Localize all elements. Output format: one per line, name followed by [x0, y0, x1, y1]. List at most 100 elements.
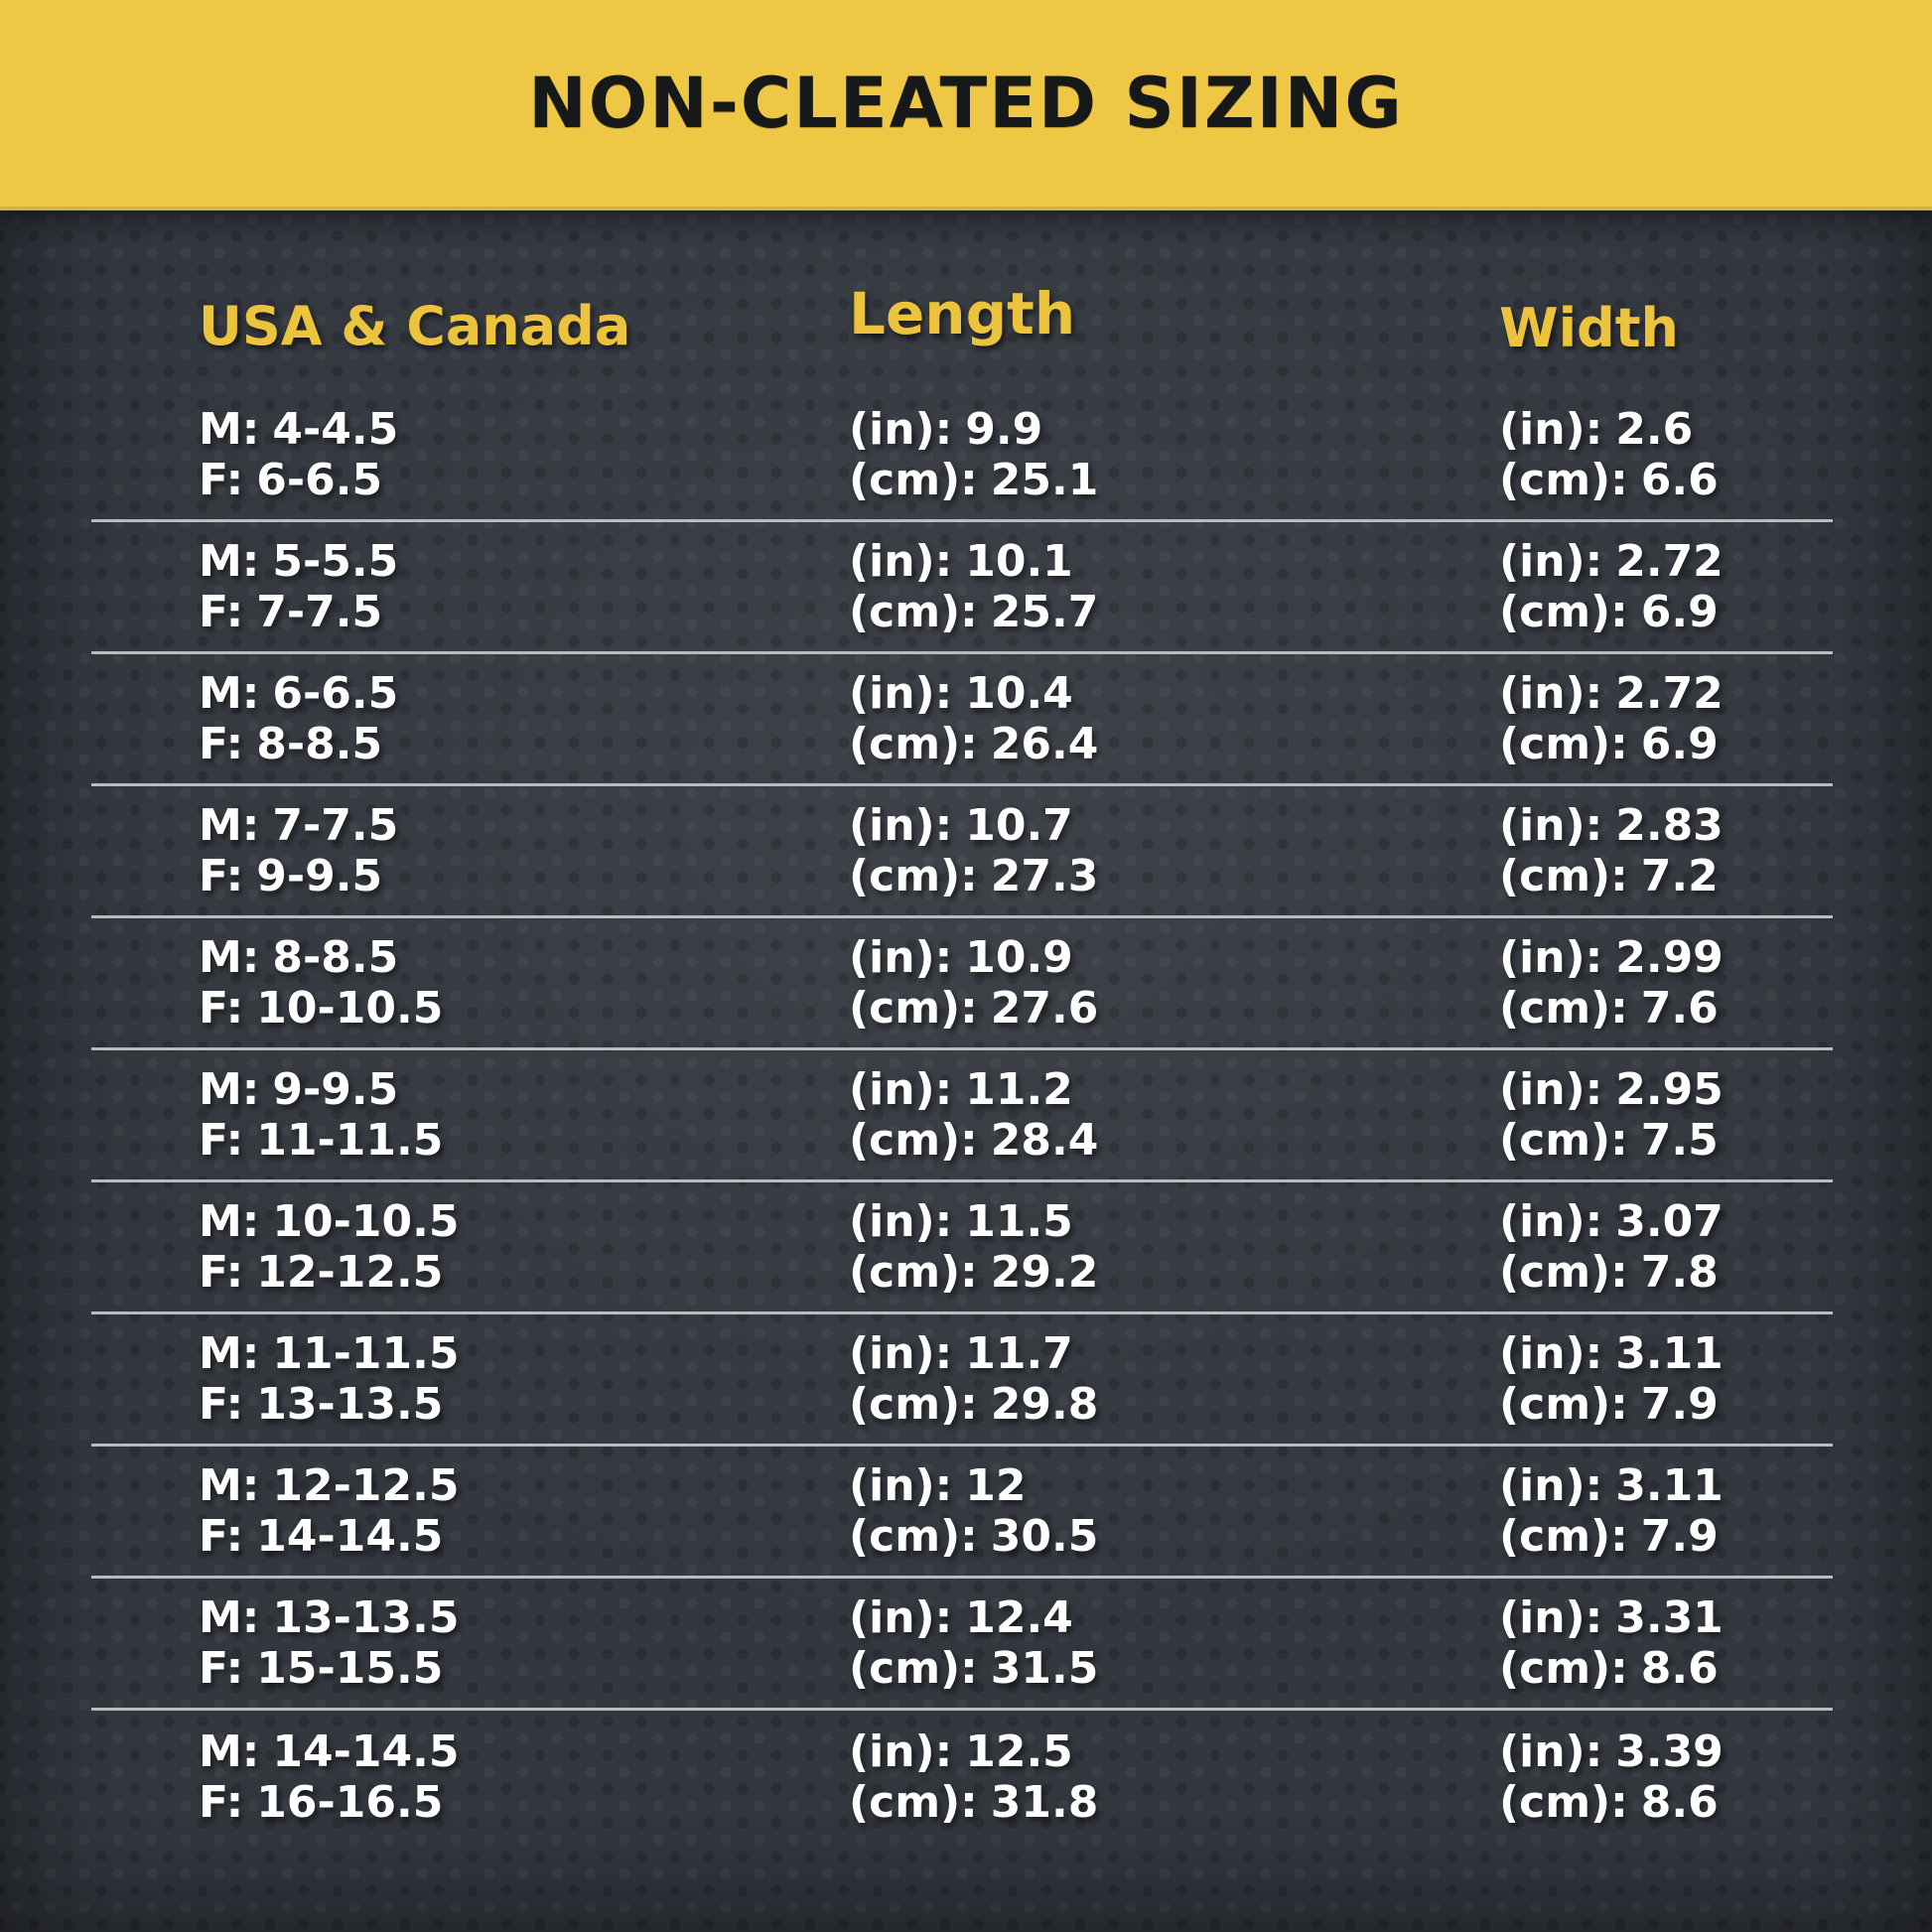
length-cm-value: 29.2 — [990, 1247, 1099, 1298]
width-cm-value: 7.8 — [1640, 1247, 1719, 1298]
length-cm-line: (cm): 31.8 — [849, 1777, 1499, 1828]
inches-label: (in): — [849, 536, 953, 587]
cm-label: (cm): — [1499, 719, 1628, 769]
width-cell: (in): 3.07 (cm): 7.8 — [1499, 1196, 1833, 1298]
width-cm-line: (cm): 7.8 — [1499, 1247, 1833, 1298]
men-size-label: M: — [199, 1328, 260, 1379]
width-inches-value: 3.31 — [1615, 1592, 1724, 1643]
width-inches-value: 2.83 — [1615, 800, 1724, 851]
length-cm-line: (cm): 29.2 — [849, 1247, 1499, 1298]
women-size-line: F: 11-11.5 — [199, 1115, 849, 1166]
women-size-value: 6-6.5 — [256, 455, 383, 505]
women-size-label: F: — [199, 1776, 244, 1828]
inches-label: (in): — [849, 404, 953, 455]
width-inches-line: (in): 2.72 — [1499, 668, 1833, 719]
table-header-row: USA & Canada Length Width — [91, 282, 1833, 360]
width-inches-value: 3.11 — [1615, 1460, 1724, 1511]
inches-label: (in): — [849, 1064, 953, 1115]
length-inches-value: 10.7 — [965, 800, 1073, 851]
men-size-line: M: 7-7.5 — [199, 800, 849, 851]
women-size-line: F: 15-15.5 — [199, 1643, 849, 1694]
table-row: M: 9-9.5 F: 11-11.5 (in): 11.2 (cm): 28.4 (i… — [91, 1050, 1833, 1182]
length-cm-value: 31.5 — [990, 1643, 1099, 1694]
women-size-value: 15-15.5 — [256, 1643, 444, 1694]
title-banner: NON-CLEATED SIZING — [0, 0, 1932, 210]
women-size-value: 9-9.5 — [256, 851, 383, 901]
width-cell: (in): 2.99 (cm): 7.6 — [1499, 932, 1833, 1034]
table-body: M: 4-4.5 F: 6-6.5 (in): 9.9 (cm): 25.1 (in):… — [91, 390, 1833, 1843]
cm-label: (cm): — [1499, 587, 1628, 637]
width-cell: (in): 2.95 (cm): 7.5 — [1499, 1064, 1833, 1166]
men-size-value: 5-5.5 — [272, 536, 399, 587]
women-size-line: F: 9-9.5 — [199, 851, 849, 901]
length-cm-line: (cm): 26.4 — [849, 719, 1499, 769]
length-cm-value: 25.1 — [990, 455, 1099, 505]
length-inches-line: (in): 9.9 — [849, 404, 1499, 455]
cm-label: (cm): — [849, 1511, 978, 1562]
length-inches-line: (in): 12 — [849, 1460, 1499, 1511]
men-size-value: 13-13.5 — [272, 1592, 460, 1643]
table-row: M: 5-5.5 F: 7-7.5 (in): 10.1 (cm): 25.7 (in)… — [91, 522, 1833, 654]
men-size-line: M: 9-9.5 — [199, 1064, 849, 1115]
women-size-label: F: — [199, 719, 244, 769]
length-cm-line: (cm): 28.4 — [849, 1115, 1499, 1166]
length-cell: (in): 9.9 (cm): 25.1 — [849, 404, 1499, 505]
length-cm-value: 25.7 — [990, 587, 1099, 637]
men-size-label: M: — [199, 536, 260, 587]
length-cm-line: (cm): 27.3 — [849, 851, 1499, 901]
cm-label: (cm): — [1499, 1776, 1628, 1828]
width-inches-line: (in): 3.31 — [1499, 1592, 1833, 1643]
men-size-value: 4-4.5 — [272, 404, 399, 455]
length-inches-line: (in): 12.4 — [849, 1592, 1499, 1643]
men-size-line: M: 11-11.5 — [199, 1328, 849, 1379]
length-inches-value: 11.7 — [965, 1328, 1073, 1379]
cm-label: (cm): — [849, 1379, 978, 1430]
width-cm-line: (cm): 6.9 — [1499, 719, 1833, 769]
length-inches-line: (in): 11.5 — [849, 1196, 1499, 1247]
inches-label: (in): — [849, 800, 953, 851]
width-cell: (in): 2.6 (cm): 6.6 — [1499, 404, 1833, 505]
length-cm-value: 30.5 — [990, 1511, 1099, 1562]
width-cm-line: (cm): 8.6 — [1499, 1777, 1833, 1828]
width-inches-value: 2.99 — [1615, 932, 1724, 983]
width-cell: (in): 3.31 (cm): 8.6 — [1499, 1592, 1833, 1694]
men-size-value: 14-14.5 — [272, 1725, 460, 1777]
inches-label: (in): — [849, 1196, 953, 1247]
width-cm-line: (cm): 7.9 — [1499, 1511, 1833, 1562]
width-cm-line: (cm): 8.6 — [1499, 1643, 1833, 1694]
women-size-value: 11-11.5 — [256, 1115, 444, 1166]
usa-canada-cell: M: 12-12.5 F: 14-14.5 — [199, 1460, 849, 1562]
men-size-label: M: — [199, 1725, 260, 1777]
inches-label: (in): — [1499, 404, 1603, 455]
length-inches-value: 12.5 — [965, 1725, 1073, 1777]
women-size-line: F: 16-16.5 — [199, 1777, 849, 1828]
men-size-value: 6-6.5 — [272, 668, 399, 719]
men-size-label: M: — [199, 1592, 260, 1643]
inches-label: (in): — [1499, 1196, 1603, 1247]
width-inches-value: 2.72 — [1615, 536, 1724, 587]
cm-label: (cm): — [1499, 1643, 1628, 1694]
women-size-value: 14-14.5 — [256, 1511, 444, 1562]
length-inches-value: 11.2 — [965, 1064, 1073, 1115]
table-row: M: 7-7.5 F: 9-9.5 (in): 10.7 (cm): 27.3 (in)… — [91, 786, 1833, 918]
width-inches-value: 2.95 — [1615, 1064, 1724, 1115]
width-inches-line: (in): 3.11 — [1499, 1460, 1833, 1511]
width-cm-value: 7.6 — [1640, 983, 1719, 1034]
length-cell: (in): 10.4 (cm): 26.4 — [849, 668, 1499, 769]
length-cell: (in): 10.7 (cm): 27.3 — [849, 800, 1499, 901]
men-size-line: M: 4-4.5 — [199, 404, 849, 455]
table-row: M: 8-8.5 F: 10-10.5 (in): 10.9 (cm): 27.6 (i… — [91, 918, 1833, 1050]
length-cell: (in): 10.1 (cm): 25.7 — [849, 536, 1499, 637]
width-cm-line: (cm): 7.5 — [1499, 1115, 1833, 1166]
cm-label: (cm): — [849, 851, 978, 901]
men-size-value: 9-9.5 — [272, 1064, 399, 1115]
length-inches-value: 10.9 — [965, 932, 1073, 983]
usa-canada-cell: M: 4-4.5 F: 6-6.5 — [199, 404, 849, 505]
men-size-line: M: 8-8.5 — [199, 932, 849, 983]
men-size-label: M: — [199, 668, 260, 719]
inches-label: (in): — [849, 1592, 953, 1643]
length-cm-line: (cm): 25.1 — [849, 455, 1499, 505]
table-row: M: 10-10.5 F: 12-12.5 (in): 11.5 (cm): 29.2 … — [91, 1182, 1833, 1314]
women-size-value: 10-10.5 — [256, 983, 444, 1034]
